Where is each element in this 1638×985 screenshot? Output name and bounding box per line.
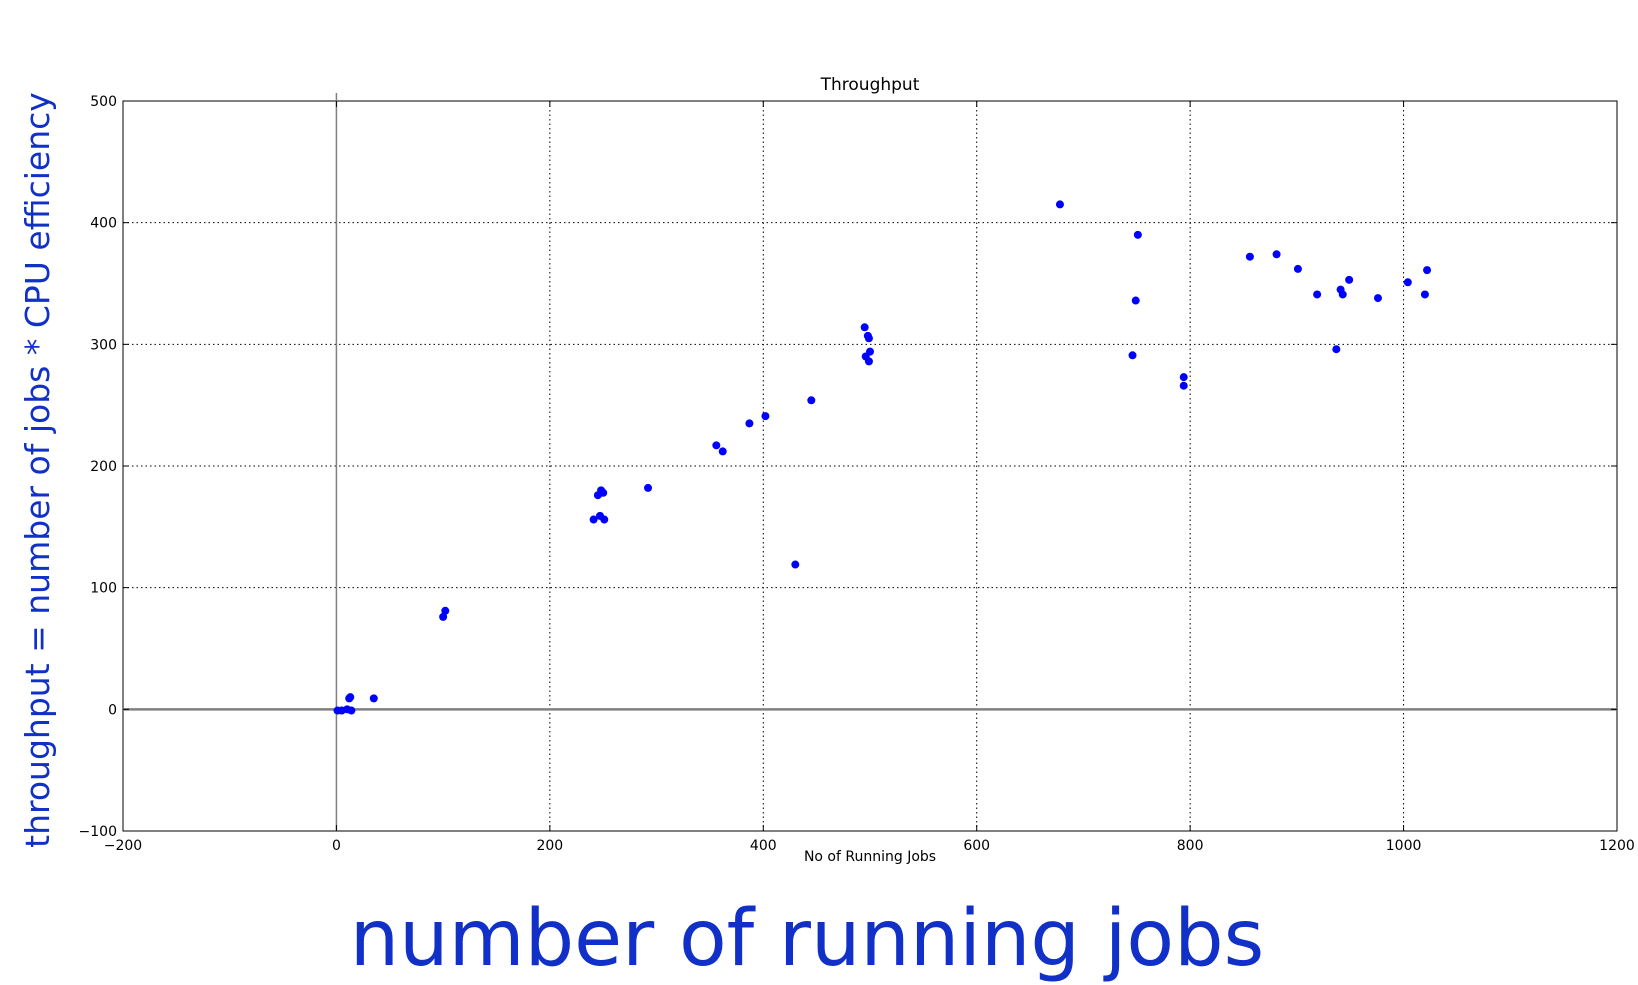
tick-marks [122,100,1618,832]
data-point [1420,290,1429,299]
data-point [1272,250,1281,259]
y-tick-label: 300 [90,337,117,353]
data-point [1133,230,1142,239]
data-point [1245,252,1254,261]
data-point [864,357,873,366]
data-point [439,612,448,621]
data-point [745,419,754,428]
x-tick-label: −200 [104,838,142,854]
data-point [644,483,653,492]
data-point [1293,264,1302,273]
x-tick-label: 600 [963,838,990,854]
x-tick-label: 1000 [1386,838,1422,854]
data-point [866,347,874,356]
data-point [600,515,609,524]
data-point [1179,373,1188,382]
data-point [441,606,450,615]
data-point [1338,290,1347,299]
data-point [1131,296,1140,305]
data-point [599,488,608,497]
overlay-y-label: throughput = number of jobs * CPU effici… [18,92,57,848]
data-point [860,323,869,332]
data-point [807,396,816,405]
data-point [1179,381,1188,390]
data-point [369,694,378,703]
y-tick-label: 500 [90,94,117,110]
x-tick-label: 0 [332,838,341,854]
data-point [761,412,770,421]
x-axis-label: No of Running Jobs [804,849,936,865]
y-tick-label: 200 [90,459,117,475]
y-tick-label: −100 [79,824,117,840]
data-point [1128,351,1137,360]
data-point [712,441,721,450]
data-point [347,706,356,715]
data-point [864,334,873,343]
y-tick-labels: −100 0 100 200 300 400 500 [79,94,117,840]
grid-lines [123,101,1617,831]
x-tick-label: 800 [1177,838,1204,854]
data-point [1373,294,1382,303]
data-point [1313,290,1322,299]
x-tick-label: 400 [750,838,777,854]
data-point [1332,345,1341,354]
data-point [1345,275,1354,284]
x-tick-labels: −200 0 200 400 600 800 1000 1200 [104,838,1635,854]
data-point [589,515,598,524]
x-tick-label: 1200 [1599,838,1635,854]
y-tick-label: 100 [90,581,117,597]
data-points [333,200,1432,715]
x-tick-label: 200 [536,838,563,854]
data-point [718,447,727,456]
data-point [346,693,355,702]
y-tick-label: 400 [90,216,117,232]
zero-axis-lines [123,93,1617,831]
data-point [1055,200,1064,209]
chart-title: Throughput [820,75,920,95]
data-point [791,560,800,569]
data-point [1403,278,1412,287]
y-tick-label: 0 [108,702,117,718]
data-point [1423,266,1432,275]
overlay-x-label: number of running jobs [350,894,1265,984]
